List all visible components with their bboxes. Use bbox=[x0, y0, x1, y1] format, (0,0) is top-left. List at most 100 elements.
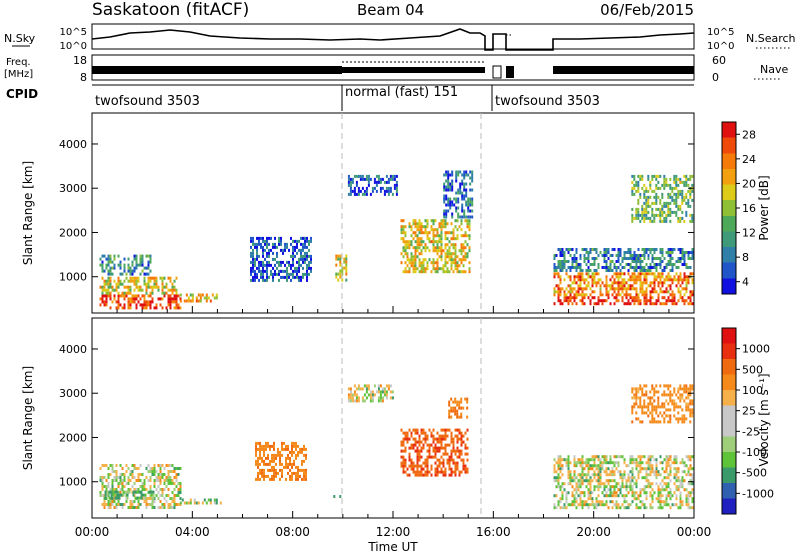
echo-cell bbox=[298, 248, 300, 252]
echo-cell bbox=[583, 248, 586, 251]
echo-cell bbox=[683, 299, 686, 303]
echo-cell bbox=[663, 302, 666, 306]
echo-cell bbox=[448, 255, 451, 259]
echo-cell bbox=[450, 255, 453, 259]
echo-cell bbox=[283, 465, 285, 469]
echo-cell bbox=[105, 266, 108, 270]
echo-cell bbox=[559, 278, 562, 282]
echo-cell bbox=[252, 239, 254, 243]
echo-cell bbox=[107, 506, 110, 509]
echo-cell bbox=[261, 447, 263, 451]
echo-cell bbox=[175, 291, 178, 295]
echo-cell bbox=[471, 203, 474, 207]
echo-cell bbox=[165, 479, 168, 482]
echo-cell bbox=[649, 455, 652, 459]
echo-cell bbox=[422, 446, 425, 450]
echo-cell bbox=[261, 459, 263, 463]
echo-cell bbox=[304, 272, 306, 276]
echo-cell bbox=[629, 302, 632, 306]
echo-cell bbox=[443, 215, 446, 219]
echo-cell bbox=[438, 267, 441, 271]
echo-cell bbox=[444, 225, 447, 229]
echo-cell bbox=[347, 399, 350, 403]
echo-cell bbox=[689, 213, 692, 217]
echo-cell bbox=[645, 275, 648, 279]
echo-cell bbox=[105, 288, 108, 292]
echo-cell bbox=[400, 455, 403, 459]
echo-cell bbox=[651, 272, 654, 276]
echo-cell bbox=[410, 443, 413, 447]
echo-cell bbox=[335, 263, 338, 267]
echo-cell bbox=[310, 260, 312, 264]
echo-cell bbox=[661, 488, 664, 492]
echo-cell bbox=[669, 455, 672, 459]
echo-cell bbox=[691, 213, 694, 217]
echo-cell bbox=[659, 494, 662, 498]
echo-cell bbox=[250, 272, 252, 276]
echo-cell bbox=[363, 192, 366, 196]
echo-cell bbox=[155, 282, 158, 286]
echo-cell bbox=[651, 174, 654, 178]
echo-cell bbox=[412, 231, 415, 235]
echo-cell bbox=[273, 474, 275, 478]
echo-cell bbox=[143, 482, 146, 485]
echo-cell bbox=[250, 236, 252, 240]
echo-cell bbox=[201, 293, 204, 297]
echo-cell bbox=[631, 461, 634, 465]
echo-cell bbox=[683, 488, 686, 492]
echo-cell bbox=[577, 473, 580, 477]
echo-cell bbox=[298, 257, 300, 261]
echo-cell bbox=[675, 470, 678, 474]
echo-cell bbox=[689, 384, 692, 388]
echo-cell bbox=[669, 467, 672, 471]
echo-cell bbox=[597, 473, 600, 477]
echo-cell bbox=[465, 215, 468, 219]
echo-cell bbox=[603, 299, 606, 303]
echo-cell bbox=[563, 254, 566, 257]
echo-cell bbox=[271, 468, 273, 472]
echo-cell bbox=[643, 405, 646, 409]
echo-cell bbox=[571, 290, 574, 294]
echo-cell bbox=[583, 500, 586, 504]
echo-cell bbox=[452, 234, 455, 238]
echo-cell bbox=[657, 195, 660, 199]
echo-cell bbox=[436, 258, 439, 262]
echo-cell bbox=[173, 294, 176, 298]
echo-cell bbox=[139, 254, 142, 258]
echo-cell bbox=[139, 272, 142, 276]
echo-cell bbox=[591, 272, 594, 276]
echo-cell bbox=[109, 285, 112, 289]
echo-cell bbox=[266, 254, 268, 258]
echo-cell bbox=[561, 458, 564, 462]
echo-cell bbox=[466, 446, 469, 450]
echo-cell bbox=[647, 479, 650, 483]
echo-cell bbox=[133, 467, 136, 470]
echo-cell bbox=[145, 266, 148, 270]
echo-cell bbox=[595, 257, 598, 260]
echo-cell bbox=[617, 494, 620, 498]
echo-cell bbox=[101, 288, 104, 292]
echo-cell bbox=[301, 462, 303, 466]
echo-cell bbox=[685, 290, 688, 294]
echo-cell bbox=[133, 254, 136, 258]
echo-cell bbox=[379, 189, 382, 193]
echo-cell bbox=[167, 473, 170, 476]
echo-cell bbox=[446, 267, 449, 271]
echo-cell bbox=[643, 455, 646, 459]
echo-cell bbox=[681, 420, 684, 424]
echo-cell bbox=[603, 251, 606, 254]
echo-cell bbox=[669, 464, 672, 468]
echo-cell bbox=[432, 437, 435, 441]
echo-cell bbox=[613, 266, 616, 269]
echo-cell bbox=[649, 411, 652, 415]
echo-cell bbox=[466, 415, 469, 419]
echo-cell bbox=[559, 263, 562, 266]
echo-cell bbox=[639, 257, 642, 260]
echo-cell bbox=[464, 397, 467, 401]
echo-cell bbox=[404, 464, 407, 468]
echo-cell bbox=[458, 406, 461, 410]
echo-cell bbox=[436, 231, 439, 235]
echo-cell bbox=[306, 275, 308, 279]
echo-cell bbox=[258, 254, 260, 258]
echo-cell bbox=[615, 275, 618, 279]
